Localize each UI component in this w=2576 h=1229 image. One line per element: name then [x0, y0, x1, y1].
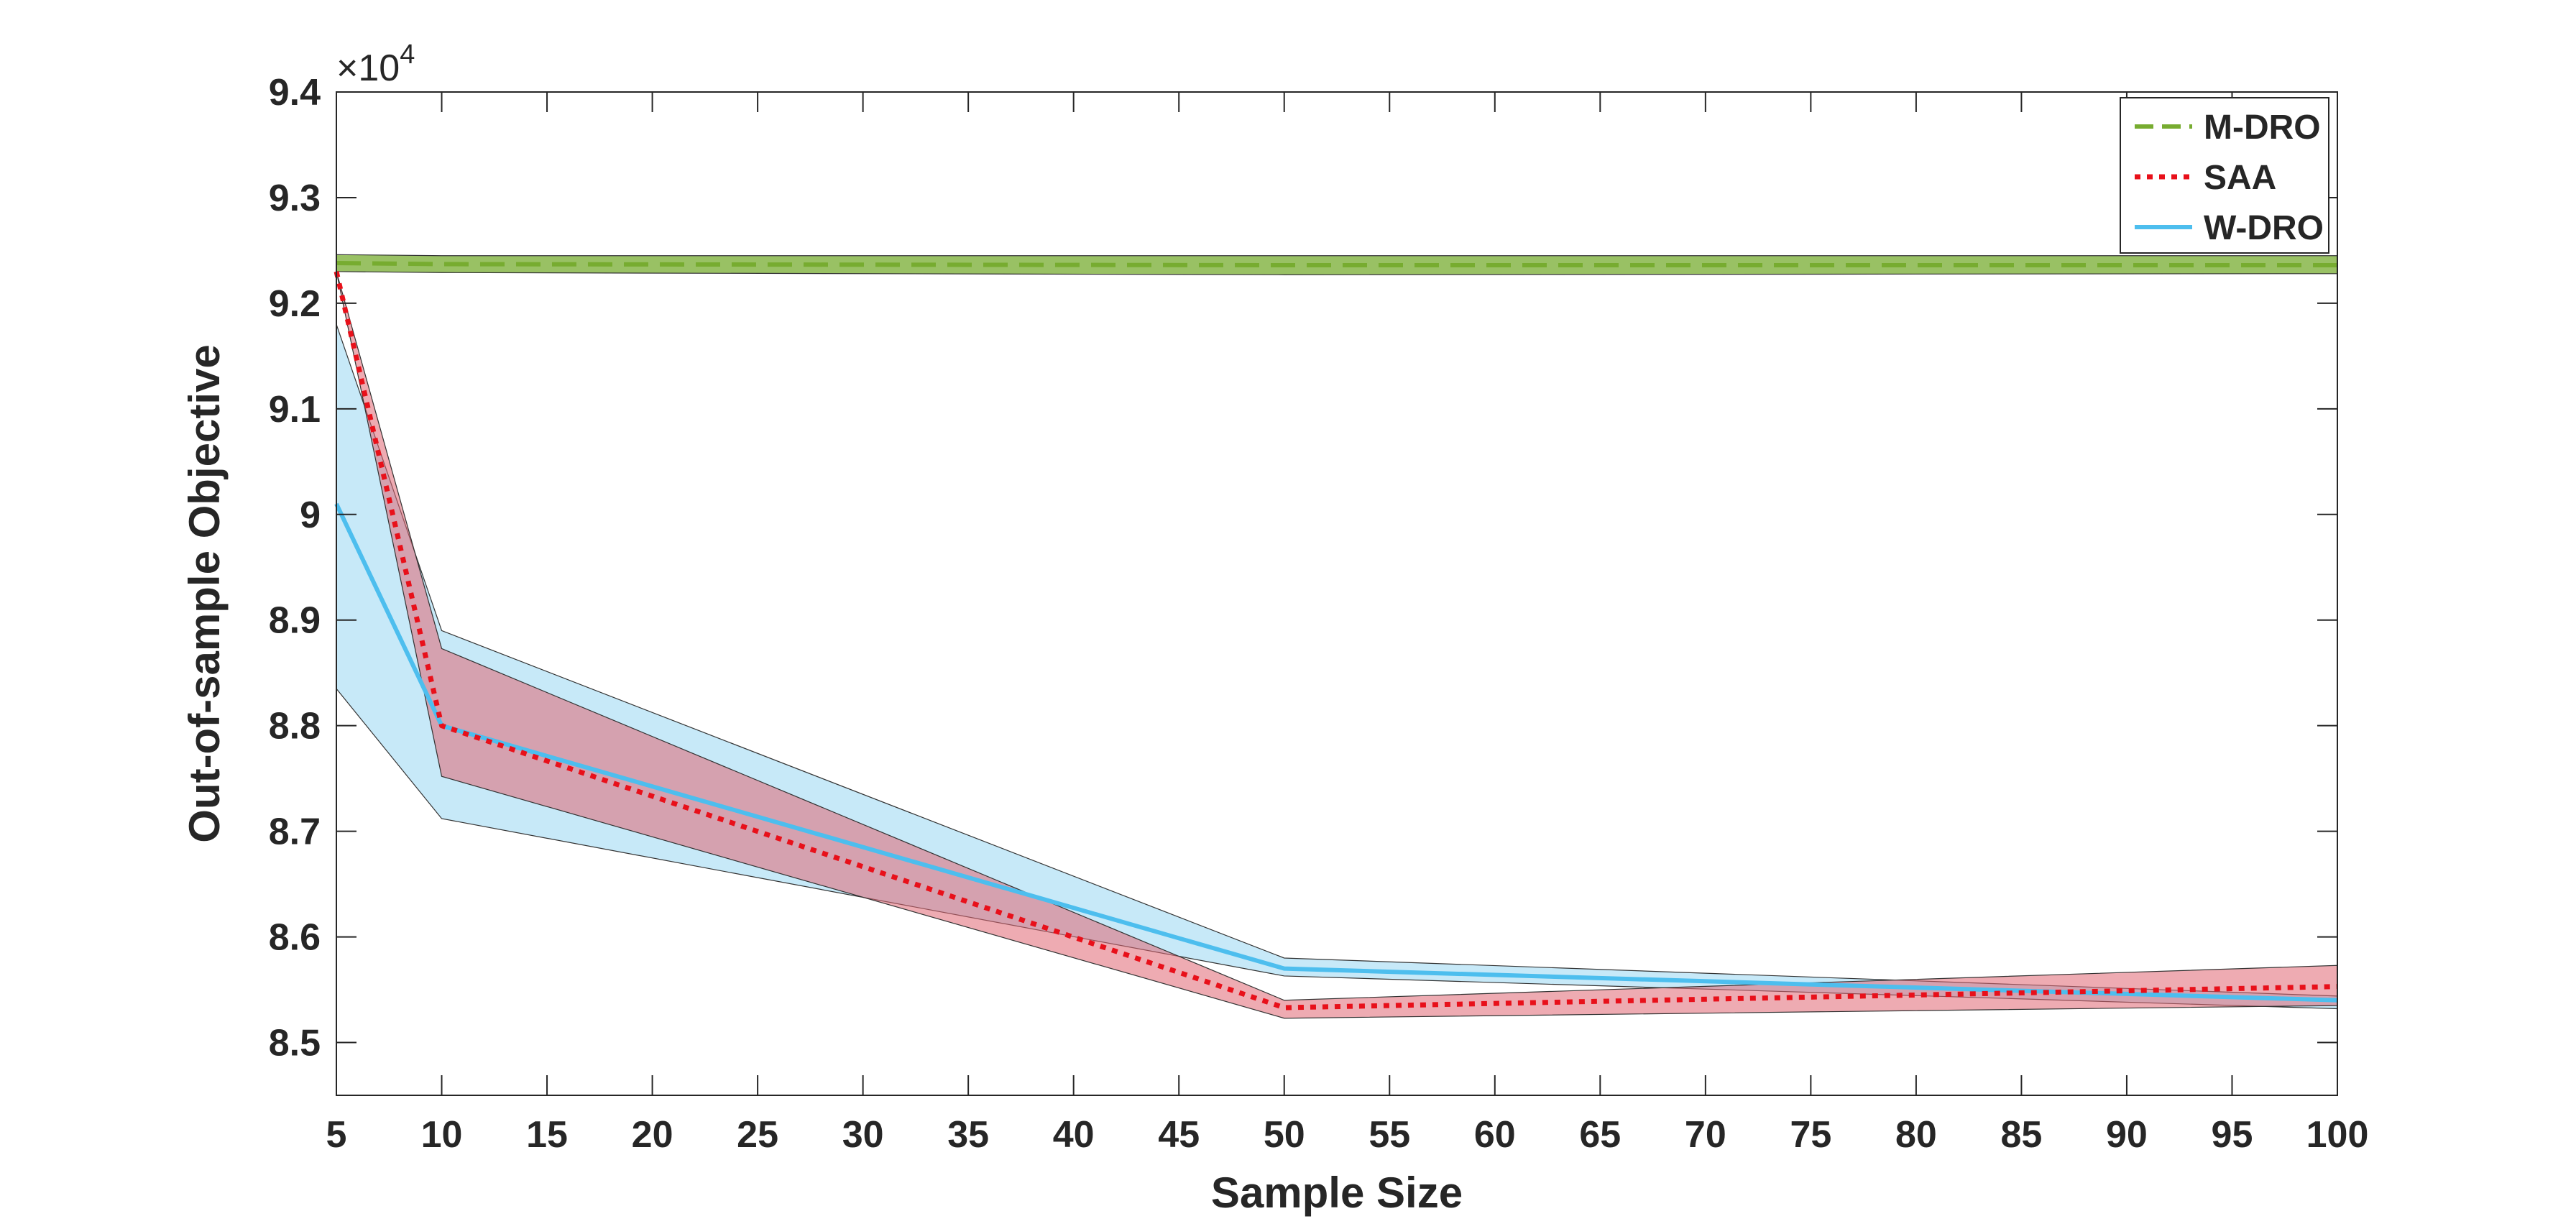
legend-label-w-dro: W-DRO	[2204, 209, 2324, 247]
series-lines	[334, 261, 2338, 1011]
y-tick-label: 8.9	[269, 600, 321, 642]
legend-label-saa: SAA	[2204, 159, 2276, 197]
x-tick-label: 45	[1158, 1114, 1200, 1156]
y-tick-label: 9.3	[269, 178, 321, 219]
y-tick-label: 9.1	[269, 389, 321, 431]
legend-label-m-dro: M-DRO	[2204, 109, 2321, 147]
x-tick-label: 30	[842, 1114, 884, 1156]
series-line-saa	[334, 271, 2338, 1011]
y-tick-label: 9	[300, 494, 321, 536]
y-tick-label: 8.6	[269, 917, 321, 959]
x-tick-label: 25	[737, 1114, 778, 1156]
x-tick-label: 60	[1474, 1114, 1516, 1156]
y-axis-label: Out-of-sample Objective	[180, 344, 229, 842]
x-tick-label: 90	[2106, 1114, 2148, 1156]
y-tick-label: 9.2	[269, 283, 321, 325]
y-tick-label: 9.4	[269, 72, 321, 114]
x-axis: 5 10 15 20 25 30 35 40 45 50 55 60 65 70 75 80 85 90 95 100	[326, 92, 2369, 1156]
x-tick-label: 50	[1264, 1114, 1305, 1156]
plot-area	[336, 92, 2337, 1095]
x-tick-label: 70	[1685, 1114, 1726, 1156]
x-tick-label: 65	[1579, 1114, 1621, 1156]
x-tick-label: 15	[526, 1114, 568, 1156]
x-tick-label: 40	[1053, 1114, 1095, 1156]
x-tick-label: 55	[1368, 1114, 1410, 1156]
x-tick-label: 20	[632, 1114, 673, 1156]
series-line-w-dro	[334, 502, 2338, 1003]
plot-frame	[336, 91, 2338, 1096]
y-tick-label: 8.7	[269, 811, 321, 853]
legend: M-DRO SAA W-DRO	[2120, 97, 2329, 254]
y-exponent-base: ×10	[336, 47, 400, 89]
x-tick-label: 80	[1895, 1114, 1937, 1156]
x-tick-label: 95	[2212, 1114, 2253, 1156]
y-axis: 8.5 8.6 8.7 8.8 8.9 9 9.1 9.2 9.3 9.4	[269, 72, 2337, 1064]
x-tick-label: 100	[2306, 1114, 2369, 1156]
x-tick-label: 85	[2000, 1114, 2042, 1156]
x-tick-label: 35	[947, 1114, 989, 1156]
x-tick-label: 5	[326, 1114, 347, 1156]
y-exponent-label: ×104	[336, 40, 415, 89]
y-tick-label: 8.8	[269, 706, 321, 747]
series-line-m-dro	[336, 261, 2337, 267]
x-tick-label: 75	[1790, 1114, 1831, 1156]
x-axis-label: Sample Size	[1211, 1169, 1463, 1217]
y-exponent-power: 4	[400, 40, 415, 70]
y-tick-label: 8.5	[269, 1023, 321, 1064]
x-tick-label: 10	[421, 1114, 463, 1156]
